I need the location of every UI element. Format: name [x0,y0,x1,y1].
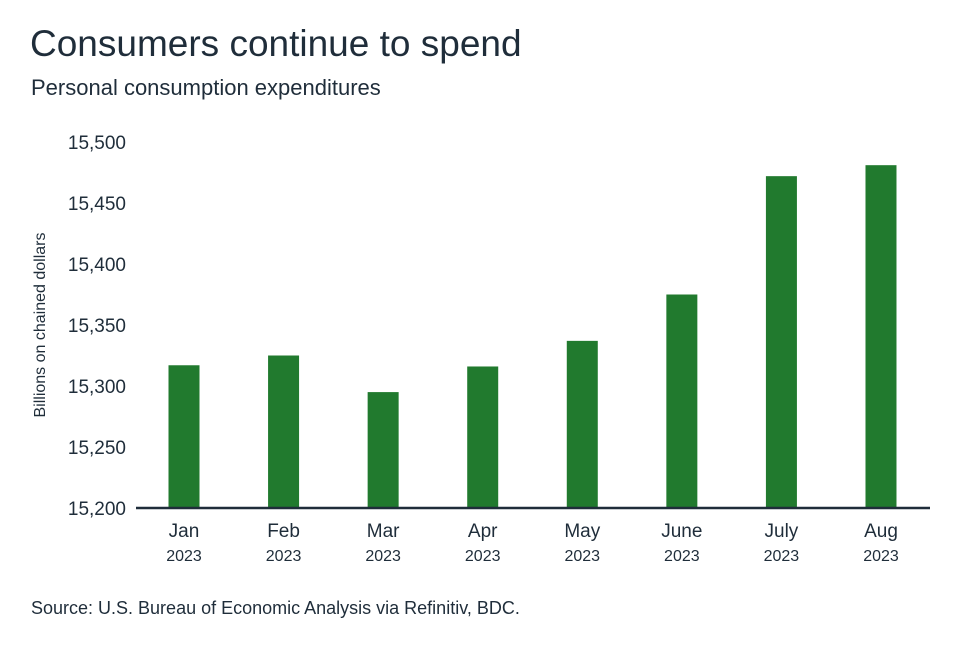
y-tick-label: 15,200 [68,499,126,520]
x-tick-label: Mar [367,521,400,542]
x-tick-label: Aug [864,521,898,542]
x-tick-label: May [564,521,600,542]
x-tick-label: July [765,521,799,542]
y-tick-label: 15,500 [68,133,126,154]
x-tick-label: Feb [267,521,300,542]
bar-feb [268,355,300,508]
x-tick-sublabel: 2023 [465,548,501,565]
chart-title: Consumers continue to spend [30,23,522,64]
bar-mar [367,392,399,508]
y-axis-title: Billions on chained dollars [32,233,49,418]
bar-aug [865,165,897,508]
x-tick-label: June [661,521,702,542]
y-tick-label: 15,350 [68,316,126,337]
x-tick-label: Jan [169,521,200,542]
bar-july [765,176,797,508]
x-tick-sublabel: 2023 [764,548,800,565]
chart-subtitle: Personal consumption expenditures [31,75,381,100]
x-tick-sublabel: 2023 [863,548,899,565]
bar-may [566,340,598,508]
y-tick-label: 15,300 [68,377,126,398]
x-tick-sublabel: 2023 [365,548,401,565]
bar-june [666,294,698,508]
x-tick-sublabel: 2023 [564,548,600,565]
y-tick-label: 15,400 [68,255,126,276]
source-note: Source: U.S. Bureau of Economic Analysis… [31,598,520,618]
x-tick-sublabel: 2023 [664,548,700,565]
bar-jan [168,365,200,508]
x-axis-labels: Jan 2023 Feb 2023 Mar 2023 Apr 2023 May 2023 June 2… [166,521,899,565]
x-tick-sublabel: 2023 [166,548,202,565]
y-axis-ticks: 15,200 15,250 15,300 15,350 15,400 15,450 15,5… [68,133,126,520]
x-tick-sublabel: 2023 [266,548,302,565]
y-tick-label: 15,450 [68,194,126,215]
bars [168,165,897,508]
bar-apr [467,366,499,508]
x-tick-label: Apr [468,521,498,542]
y-tick-label: 15,250 [68,438,126,459]
